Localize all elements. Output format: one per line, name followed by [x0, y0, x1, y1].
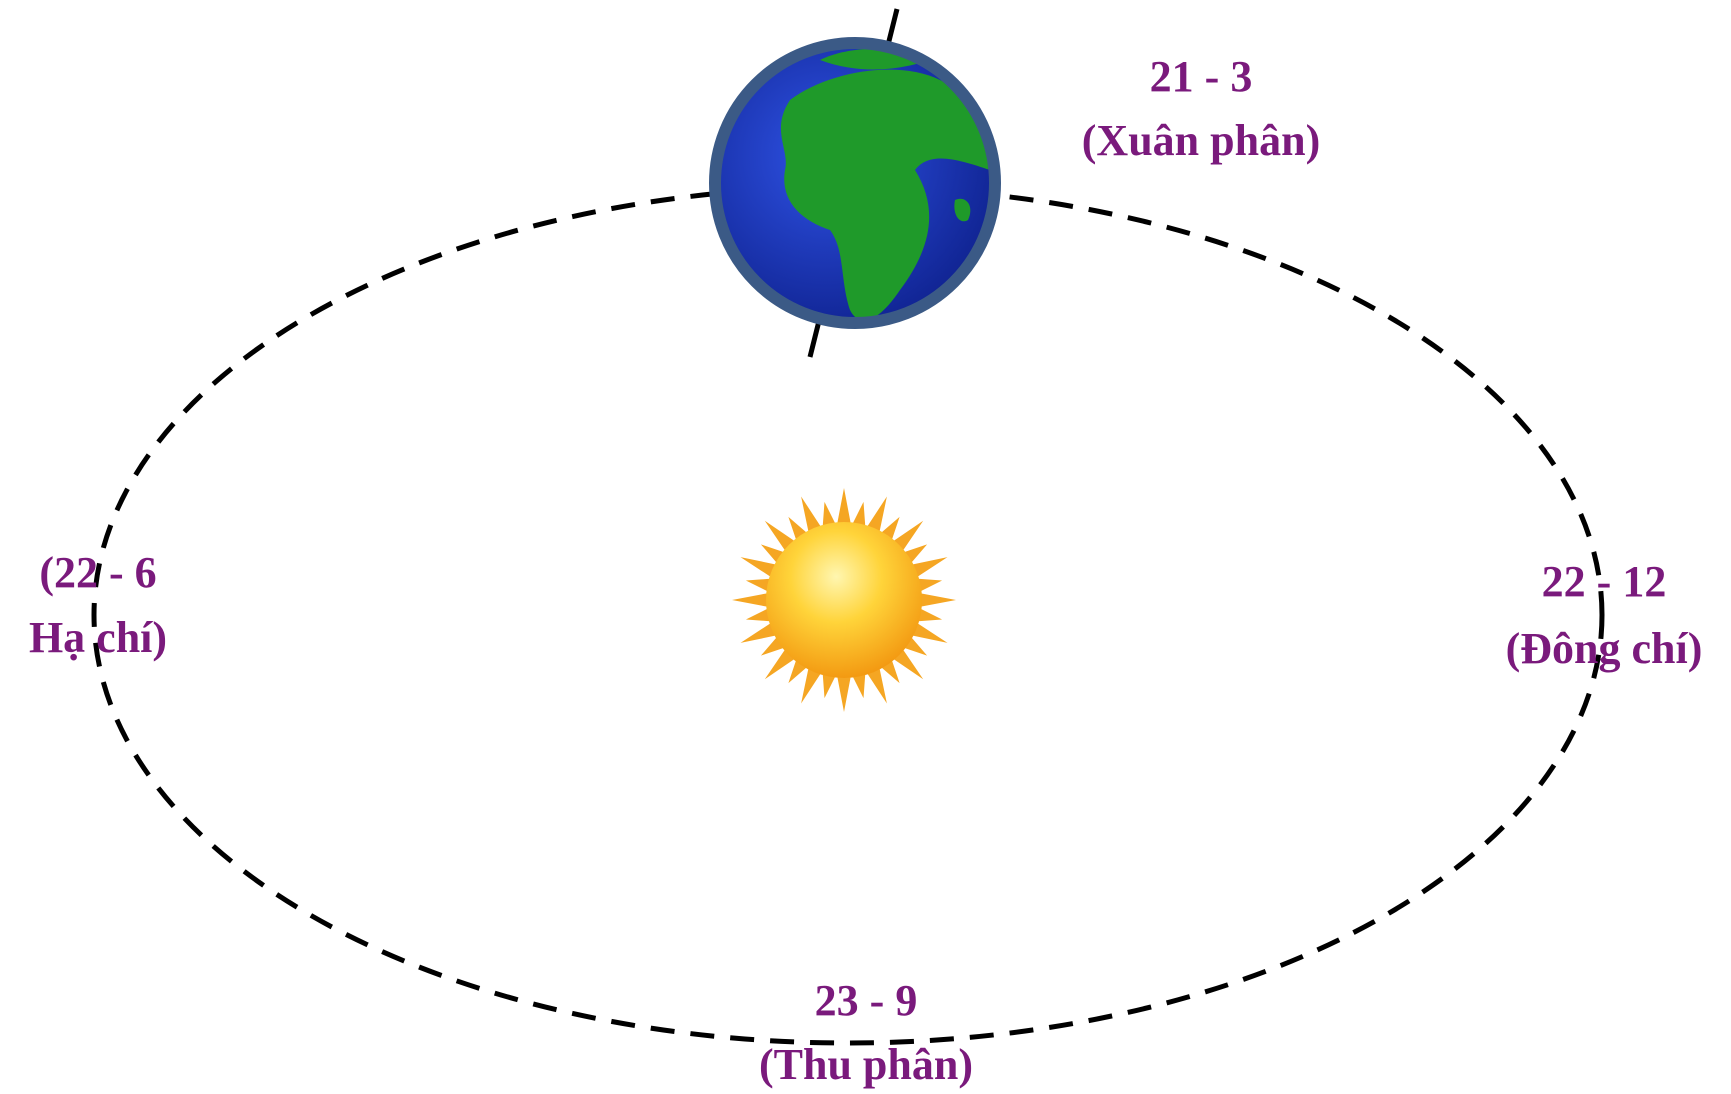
season-label: (Thu phân): [759, 1040, 973, 1089]
diagram: 21 - 3 (Xuân phân) (22 - 6 Hạ chí) 22 - …: [0, 0, 1731, 1094]
page: 21 - 3 (Xuân phân) (22 - 6 Hạ chí) 22 - …: [0, 0, 1731, 1094]
season-label: (Xuân phân): [1082, 116, 1320, 165]
season-label: (Đông chí): [1506, 624, 1703, 673]
sun-core: [766, 522, 922, 678]
date-label: 22 - 12: [1542, 557, 1667, 606]
date-label: 21 - 3: [1150, 52, 1253, 101]
date-label: (22 - 6: [39, 548, 156, 597]
date-label: 23 - 9: [815, 976, 918, 1025]
season-label: Hạ chí): [29, 613, 167, 662]
earth: [715, 9, 995, 357]
sun: [732, 488, 956, 712]
